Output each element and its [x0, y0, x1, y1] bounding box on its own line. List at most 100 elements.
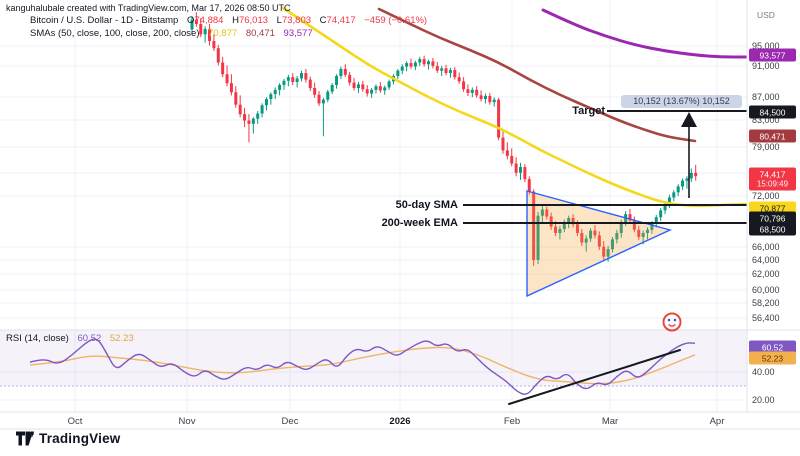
price-tick-label: 95,000	[752, 41, 780, 51]
candle	[510, 155, 514, 164]
candle	[650, 223, 654, 230]
annotation-lines[interactable]	[463, 110, 747, 405]
ohlc-low-label: L	[276, 15, 282, 26]
sma50-annotation-label[interactable]: 50-day SMA	[395, 199, 458, 211]
change-value: −459 (−0.61%)	[364, 15, 428, 26]
ema200-annotation-label[interactable]: 200-week EMA	[381, 217, 458, 229]
price-tick-label: 56,400	[752, 313, 780, 323]
candle	[335, 76, 339, 85]
candle	[663, 204, 667, 211]
rsi-indicator-row: RSI (14, close) 60.52 52.23	[6, 333, 134, 344]
rsi-indicator-label[interactable]: RSI (14, close)	[6, 333, 69, 344]
time-tick-label: Mar	[601, 416, 619, 427]
price-badge: 60.52	[749, 340, 796, 354]
candle	[681, 180, 685, 187]
price-tick-label: 72,000	[752, 191, 780, 201]
candle	[203, 28, 207, 35]
candle	[339, 68, 343, 77]
triangle-pattern-drawing[interactable]	[526, 190, 673, 298]
price-tick-label: 66,000	[752, 242, 780, 252]
ohlc-open-label: O	[187, 15, 195, 26]
sma-indicator-label[interactable]: SMAs (50, close, 100, close, 200, close)	[30, 28, 200, 39]
candle	[308, 79, 312, 89]
candle	[549, 216, 553, 227]
candle	[194, 19, 198, 25]
candle	[396, 70, 400, 77]
candle	[501, 137, 505, 151]
candle	[427, 61, 431, 65]
candle	[352, 82, 356, 89]
price-axis[interactable]: 95,00091,00087,00083,00079,00075,00072,0…	[748, 0, 800, 412]
candle	[497, 99, 501, 138]
candle	[597, 235, 601, 247]
price-tick-label: 40.00	[752, 367, 775, 377]
candle	[628, 214, 632, 221]
price-badge: 80,471	[749, 129, 796, 143]
sma-200-line	[541, 8, 748, 59]
candle	[457, 77, 461, 82]
candle	[317, 94, 321, 104]
candle	[212, 40, 216, 49]
candle	[405, 63, 409, 67]
symbol-title[interactable]: Bitcoin / U.S. Dollar - 1D - Bitstamp	[30, 15, 179, 26]
sma50-value: 70,877	[208, 28, 238, 39]
price-tick-label: 91,000	[752, 61, 780, 71]
ohlc-close-label: C	[319, 15, 327, 26]
sma-100-line	[377, 7, 697, 143]
rsi-trendline	[508, 349, 681, 405]
candle	[575, 224, 579, 233]
candle	[225, 74, 229, 84]
time-tick-label: Feb	[503, 416, 521, 427]
tradingview-logo[interactable]: TradingView	[16, 431, 120, 446]
candle	[659, 210, 663, 218]
target-price-badge[interactable]: 10,152 (13.67%) 10,152	[621, 95, 742, 108]
countdown-timer: 15:09:49	[756, 179, 789, 188]
candle	[286, 77, 290, 81]
candle	[667, 197, 671, 205]
candle	[453, 70, 457, 78]
candle	[221, 62, 225, 75]
ma-overlays	[281, 6, 748, 208]
candle	[251, 118, 255, 124]
candle	[615, 232, 619, 240]
target-label[interactable]: Target	[572, 105, 605, 117]
ohlc-high-label: H	[232, 15, 239, 26]
price-tick-label: 62,000	[752, 269, 780, 279]
candle	[383, 87, 387, 91]
tradingview-logo-icon	[16, 431, 34, 446]
ohlc-low-value: 73,803	[281, 15, 312, 26]
candle	[580, 232, 584, 243]
candle	[282, 80, 286, 85]
price-badge: 93,577	[749, 48, 796, 62]
candle	[646, 229, 650, 233]
sticker-icon[interactable]	[662, 312, 682, 332]
candle	[326, 91, 330, 100]
candle	[492, 99, 496, 103]
candle	[641, 232, 645, 237]
candle	[273, 89, 277, 95]
price-badge: 74,417 15:09:49	[749, 167, 796, 191]
candle	[387, 81, 391, 88]
candle	[462, 81, 466, 90]
candle	[654, 217, 658, 224]
price-tick-label: 79,000	[752, 142, 780, 152]
candle	[199, 24, 203, 35]
candle	[527, 179, 531, 192]
candle	[361, 84, 365, 90]
sma100-value: 80,471	[245, 28, 275, 39]
time-axis[interactable]: Oct Nov Dec 2026 Feb Mar Apr	[0, 413, 800, 429]
candle	[431, 61, 435, 67]
candle	[278, 84, 282, 90]
candle	[637, 229, 641, 237]
candle	[685, 178, 689, 181]
currency-label: USD	[757, 10, 775, 20]
candle	[260, 105, 264, 114]
rsi-lines	[29, 338, 696, 395]
candle	[602, 246, 606, 257]
candle	[190, 19, 194, 30]
ohlc-open-value: 74,884	[194, 15, 224, 26]
candle	[313, 88, 317, 95]
price-badge: 84,500	[749, 105, 796, 119]
candle	[694, 172, 698, 177]
